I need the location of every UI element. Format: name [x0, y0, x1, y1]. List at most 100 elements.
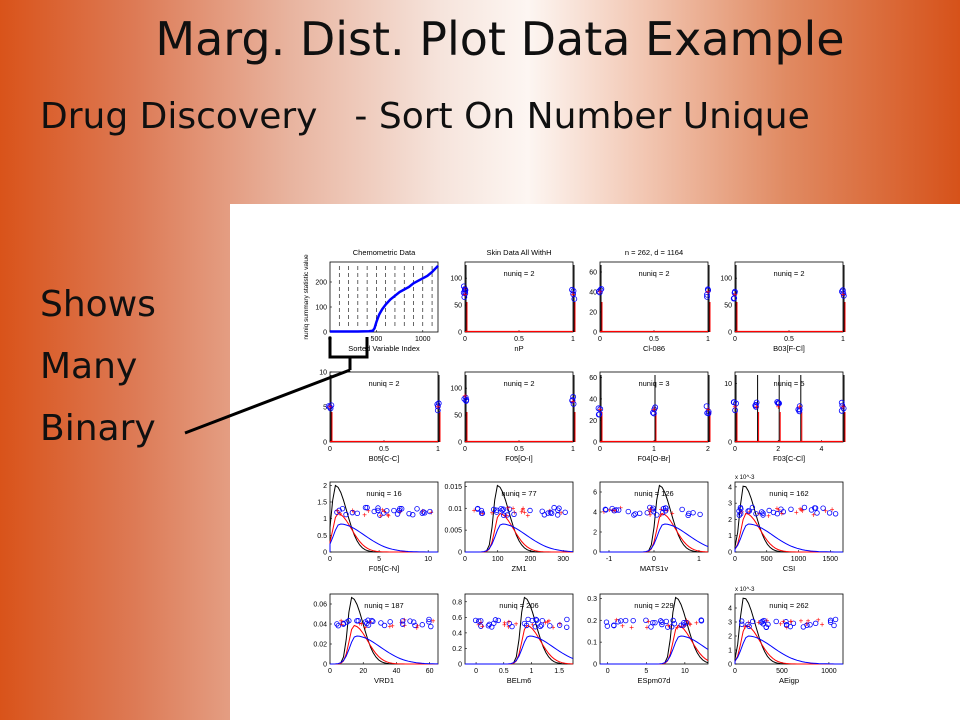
y-tick-label: 0.3	[587, 596, 597, 603]
series-line	[330, 264, 439, 333]
data-point-plus: +	[386, 511, 391, 520]
data-point	[603, 619, 610, 625]
x-axis-label: VRD1	[374, 676, 394, 685]
data-point	[479, 510, 486, 516]
y-tick-label: 0	[593, 440, 597, 447]
x-tick-label: 1	[697, 556, 701, 563]
data-point	[790, 620, 797, 627]
data-point	[335, 622, 342, 629]
y-tick-label: 0.01	[448, 506, 462, 513]
data-point-plus: +	[687, 619, 692, 628]
y-exponent-label: x 10^-3	[735, 475, 755, 481]
data-point	[364, 620, 370, 627]
slide-subtitle: Drug Discovery - Sort On Number Unique	[40, 96, 810, 137]
y-tick-label: 0	[728, 550, 732, 557]
data-point	[564, 616, 570, 623]
data-point	[533, 616, 539, 623]
data-point	[336, 507, 342, 514]
y-exponent-label: x 10^-3	[735, 587, 755, 593]
data-point	[650, 508, 657, 515]
data-point	[492, 617, 499, 623]
data-point	[814, 510, 820, 516]
x-axis-label: Cl-086	[643, 344, 665, 353]
data-point	[475, 505, 481, 512]
x-tick-label: 0.5	[514, 446, 524, 453]
data-point-plus: +	[686, 618, 691, 627]
data-point	[354, 510, 360, 517]
x-tick-label: 0	[463, 336, 467, 343]
data-point	[644, 510, 650, 516]
data-point	[504, 512, 510, 518]
data-point	[570, 393, 577, 400]
data-point	[826, 510, 833, 516]
data-point-plus: +	[816, 616, 821, 625]
y-tick-label: 100	[450, 386, 462, 393]
data-point-plus: +	[799, 505, 804, 514]
data-point-plus: +	[789, 617, 794, 626]
data-point	[498, 505, 504, 512]
data-point-plus: +	[705, 405, 710, 415]
data-point-plus: +	[415, 621, 420, 630]
data-point	[506, 506, 513, 512]
y-tick-label: 40	[589, 396, 597, 403]
data-point	[598, 285, 605, 292]
data-point-plus: +	[840, 289, 845, 299]
x-axis-label: Sorted Variable Index	[348, 344, 420, 353]
y-tick-label: 0.005	[444, 528, 462, 535]
data-point	[758, 509, 765, 515]
y-tick-label: 0	[323, 550, 327, 557]
nuniq-annotation: nuniq = 126	[634, 489, 673, 498]
data-point-plus: +	[756, 618, 761, 627]
data-point-plus: +	[386, 511, 391, 520]
data-point	[732, 407, 739, 414]
data-point	[569, 286, 575, 293]
data-point-plus: +	[823, 507, 828, 516]
data-point	[420, 509, 427, 515]
data-point	[752, 402, 759, 409]
data-point	[774, 511, 781, 517]
x-tick-label: 0.5	[379, 446, 389, 453]
y-tick-label: 100	[450, 276, 462, 283]
data-point-plus: +	[614, 616, 619, 625]
data-point-plus: +	[776, 402, 781, 412]
data-point	[652, 620, 658, 626]
data-point-plus: +	[784, 623, 789, 632]
data-point-plus: +	[800, 507, 805, 516]
data-point	[763, 624, 770, 631]
x-axis-label: ZM1	[512, 564, 527, 573]
data-point	[548, 510, 555, 517]
y-tick-label: 2	[728, 634, 732, 641]
data-point	[668, 624, 675, 630]
subplot-2: 0 0.5 1 0 20 40 60 n = 262, d = 1164 Cl-086 nuniq…	[589, 248, 712, 353]
data-point	[509, 623, 515, 630]
data-point	[766, 507, 772, 514]
x-tick-label: 20	[359, 668, 367, 675]
data-point-plus: +	[551, 623, 556, 632]
nuniq-annotation: nuniq = 162	[769, 489, 808, 498]
y-tick-label: 0.5	[317, 533, 327, 540]
y-tick-label: 0.015	[444, 484, 462, 491]
data-point	[665, 624, 671, 630]
y-tick-label: 4	[593, 510, 597, 517]
data-point	[827, 619, 834, 625]
data-point	[499, 507, 506, 513]
data-point	[427, 508, 433, 515]
data-point-plus: +	[415, 623, 420, 632]
x-axis-label: B05[C-C]	[369, 454, 400, 463]
y-tick-label: 50	[454, 303, 462, 310]
data-point	[812, 505, 819, 511]
data-point	[478, 623, 484, 629]
nuniq-annotation: nuniq = 2	[773, 269, 804, 278]
x-tick-label: 2	[776, 446, 780, 453]
density-blue	[600, 523, 709, 553]
data-point	[738, 618, 745, 624]
data-point	[618, 618, 624, 624]
data-point	[649, 409, 656, 416]
data-point	[774, 399, 781, 405]
data-point-plus: +	[670, 509, 675, 518]
data-point-plus: +	[797, 402, 802, 412]
data-point-plus: +	[380, 505, 385, 514]
data-point	[532, 624, 539, 630]
x-axis-label: B03[F-Cl]	[773, 344, 805, 353]
